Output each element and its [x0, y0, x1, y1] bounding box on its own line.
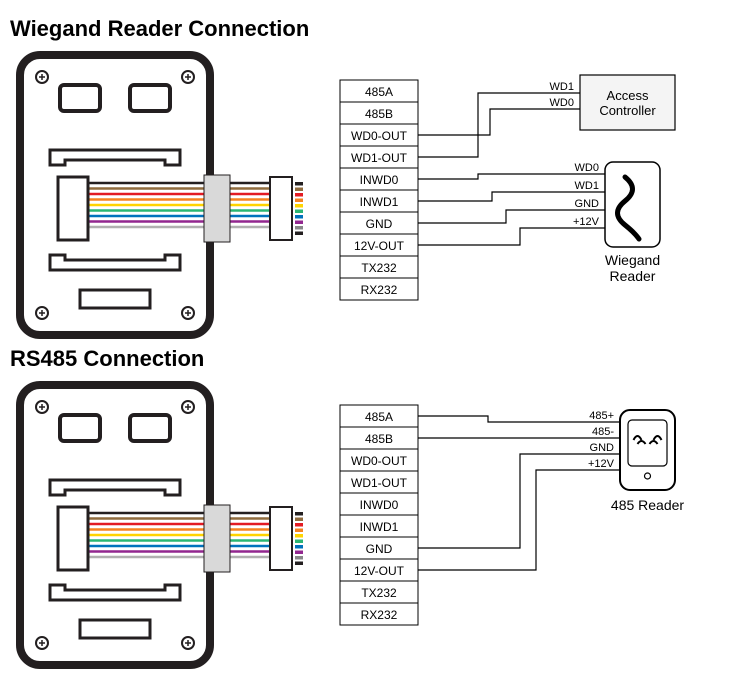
svg-text:INWD1: INWD1 — [360, 195, 399, 209]
svg-text:485A: 485A — [365, 85, 393, 99]
svg-text:RX232: RX232 — [361, 283, 398, 297]
svg-text:Access: Access — [607, 88, 649, 103]
device-diagram-rs485 — [10, 380, 330, 670]
svg-text:485 Reader: 485 Reader — [611, 497, 685, 513]
svg-text:INWD0: INWD0 — [360, 498, 399, 512]
svg-text:485B: 485B — [365, 432, 393, 446]
title-wiegand: Wiegand Reader Connection — [10, 16, 731, 42]
svg-text:Wiegand: Wiegand — [605, 252, 660, 268]
svg-text:485+: 485+ — [589, 410, 614, 422]
svg-text:INWD1: INWD1 — [360, 520, 399, 534]
svg-text:WD1-OUT: WD1-OUT — [351, 476, 408, 490]
svg-text:485B: 485B — [365, 107, 393, 121]
svg-text:WD0: WD0 — [575, 162, 599, 174]
rs485-row: 485A 485B WD0-OUT WD1-OUT INWD0 INWD1 GND 12V-O… — [10, 380, 731, 670]
svg-text:GND: GND — [366, 542, 393, 556]
svg-text:TX232: TX232 — [361, 586, 397, 600]
svg-text:RX232: RX232 — [361, 608, 398, 622]
svg-text:INWD0: INWD0 — [360, 173, 399, 187]
svg-text:Reader: Reader — [610, 268, 656, 284]
svg-text:12V-OUT: 12V-OUT — [354, 239, 405, 253]
svg-text:+12V: +12V — [588, 458, 615, 470]
wiring-diagram-rs485: 485A 485B WD0-OUT WD1-OUT INWD0 INWD1 GND 12V-O… — [330, 380, 730, 670]
svg-text:12V-OUT: 12V-OUT — [354, 564, 405, 578]
title-rs485: RS485 Connection — [10, 346, 731, 372]
wiring-diagram-wiegand: 485A 485B WD0-OUT WD1-OUT INWD0 INWD1 GND 12V-O… — [330, 50, 730, 340]
wiegand-row: 485A 485B WD0-OUT WD1-OUT INWD0 INWD1 GND 12V-O… — [10, 50, 731, 340]
svg-text:WD0-OUT: WD0-OUT — [351, 129, 408, 143]
svg-text:WD0: WD0 — [550, 97, 574, 109]
svg-text:+12V: +12V — [573, 216, 600, 228]
device-diagram-wiegand — [10, 50, 330, 340]
svg-text:WD1-OUT: WD1-OUT — [351, 151, 408, 165]
svg-text:WD1: WD1 — [550, 81, 574, 93]
svg-text:485A: 485A — [365, 410, 393, 424]
svg-text:485-: 485- — [592, 426, 614, 438]
svg-text:Controller: Controller — [599, 103, 656, 118]
svg-text:GND: GND — [366, 217, 393, 231]
svg-text:GND: GND — [590, 442, 615, 454]
svg-text:TX232: TX232 — [361, 261, 397, 275]
svg-text:WD1: WD1 — [575, 180, 599, 192]
svg-text:GND: GND — [575, 198, 600, 210]
svg-text:WD0-OUT: WD0-OUT — [351, 454, 408, 468]
